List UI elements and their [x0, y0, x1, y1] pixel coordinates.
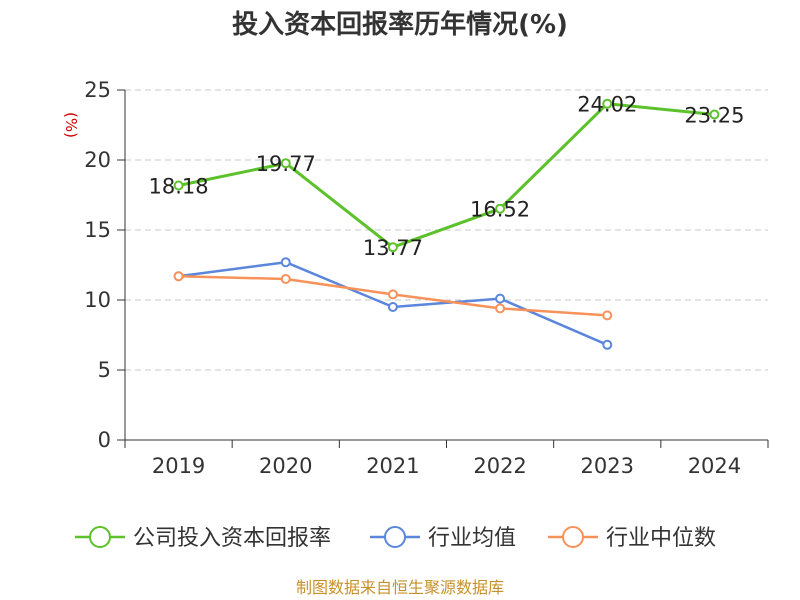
series-0-point-2022: [495, 203, 506, 214]
y-tick-label-10: 10: [84, 288, 111, 312]
data-label-2020: 19.77: [256, 152, 316, 176]
chart-title: 投入资本回报率历年情况(%): [232, 9, 568, 40]
series-2-point-2019: [173, 271, 184, 282]
data-label-2019: 18.18: [149, 174, 209, 198]
y-tick-label-25: 25: [84, 78, 111, 102]
y-tick-label-20: 20: [84, 148, 111, 172]
series-0-point-2023: [602, 98, 613, 109]
x-tick-label-2020: 2020: [259, 454, 312, 478]
legend-item-2[interactable]: 行业中位数: [548, 526, 716, 551]
y-axis-label: (%): [62, 112, 80, 138]
series-lines: [173, 98, 720, 350]
legend-label-1: 行业均值: [428, 526, 516, 551]
legend-label-0: 公司投入资本回报率: [133, 526, 331, 551]
series-1-point-2021: [387, 302, 398, 312]
legend-marker-0: [89, 526, 111, 548]
data-label-2022: 16.52: [470, 198, 530, 222]
data-label-2021: 13.77: [363, 236, 423, 260]
legend[interactable]: 公司投入资本回报率 行业均值 行业中位数: [75, 526, 716, 551]
series-0-point-2019: [173, 180, 184, 191]
series-0-point-2021: [387, 242, 398, 253]
source-note: 制图数据来自恒生聚源数据库: [296, 578, 504, 597]
x-tick-label-2024: 2024: [688, 454, 741, 478]
grid-lines: [125, 89, 768, 371]
x-tick-label-2022: 2022: [473, 454, 526, 478]
legend-marker-2: [562, 526, 584, 548]
series-line-0: [178, 102, 715, 249]
series-0-point-2020: [280, 158, 291, 169]
legend-item-1[interactable]: 行业均值: [370, 526, 516, 551]
series-2-point-2021: [387, 289, 398, 300]
series-1-point-2020: [280, 257, 291, 268]
legend-label-2: 行业中位数: [606, 526, 716, 551]
data-label-2024: 23.25: [684, 104, 744, 128]
y-tick-label-15: 15: [84, 218, 111, 242]
axes: 0 5 10 15 20 25 2019 2020 2021 2022 2023 2024: [84, 78, 769, 478]
series-2-point-2020: [280, 274, 291, 284]
data-labels: 18.18 19.77 13.77 16.52 24.02 23.25: [149, 93, 745, 261]
y-tick-label-0: 0: [98, 428, 111, 452]
series-1-point-2023: [602, 339, 613, 350]
data-label-2023: 24.02: [577, 93, 637, 117]
series-0-point-2024: [709, 109, 720, 120]
legend-item-0[interactable]: 公司投入资本回报率: [75, 526, 331, 551]
x-tick-label-2023: 2023: [581, 454, 634, 478]
x-tick-label-2019: 2019: [152, 454, 205, 478]
series-1-point-2022: [495, 293, 506, 304]
x-tick-label-2021: 2021: [366, 454, 419, 478]
series-2-point-2023: [602, 310, 613, 321]
legend-marker-1: [384, 526, 406, 548]
y-tick-label-5: 5: [98, 358, 111, 382]
series-2-point-2022: [495, 303, 506, 314]
